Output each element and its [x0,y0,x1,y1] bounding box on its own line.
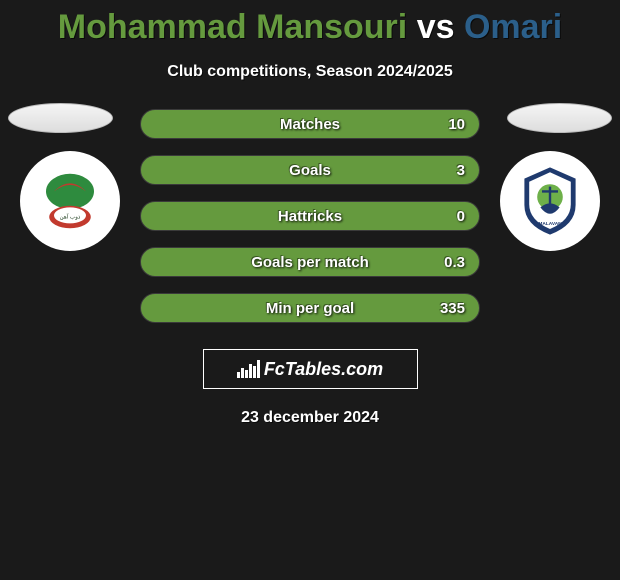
stat-value-right: 3 [457,162,465,179]
stat-value-right: 10 [448,116,465,133]
team-logo-right: MALAVAN [500,151,600,251]
stat-row: Goals per match 0.3 [140,247,480,277]
stat-label: Min per goal [266,300,354,317]
brand-text: FcTables.com [264,359,383,380]
stat-value-right: 335 [440,300,465,317]
stat-value-right: 0.3 [444,254,465,271]
player1-name: Mohammad Mansouri [58,8,407,46]
player2-name: Omari [464,8,562,46]
stat-label: Goals [289,162,331,179]
stat-row: Min per goal 335 [140,293,480,323]
comparison-title: Mohammad Mansouri vs Omari [0,0,620,47]
svg-text:MALAVAN: MALAVAN [538,221,562,227]
vs-label: vs [417,8,455,46]
stat-label: Matches [280,116,340,133]
club-crest-left-icon: ذوب آهن [30,161,110,241]
chart-bars-icon [237,360,260,378]
stats-section: ذوب آهن MALAVAN Matches 10 Goals 3 Hattricks… [0,109,620,323]
stat-label: Goals per match [251,254,369,271]
brand-box[interactable]: FcTables.com [203,349,418,389]
season-subtitle: Club competitions, Season 2024/2025 [0,63,620,81]
stat-label: Hattricks [278,208,342,225]
stat-row: Goals 3 [140,155,480,185]
stat-value-right: 0 [457,208,465,225]
club-crest-right-icon: MALAVAN [510,161,590,241]
stat-row: Hattricks 0 [140,201,480,231]
team-logo-left: ذوب آهن [20,151,120,251]
snapshot-date: 23 december 2024 [0,409,620,427]
right-oval-decoration [507,103,612,133]
stat-row: Matches 10 [140,109,480,139]
left-oval-decoration [8,103,113,133]
stat-rows-container: Matches 10 Goals 3 Hattricks 0 Goals per match… [140,109,480,323]
